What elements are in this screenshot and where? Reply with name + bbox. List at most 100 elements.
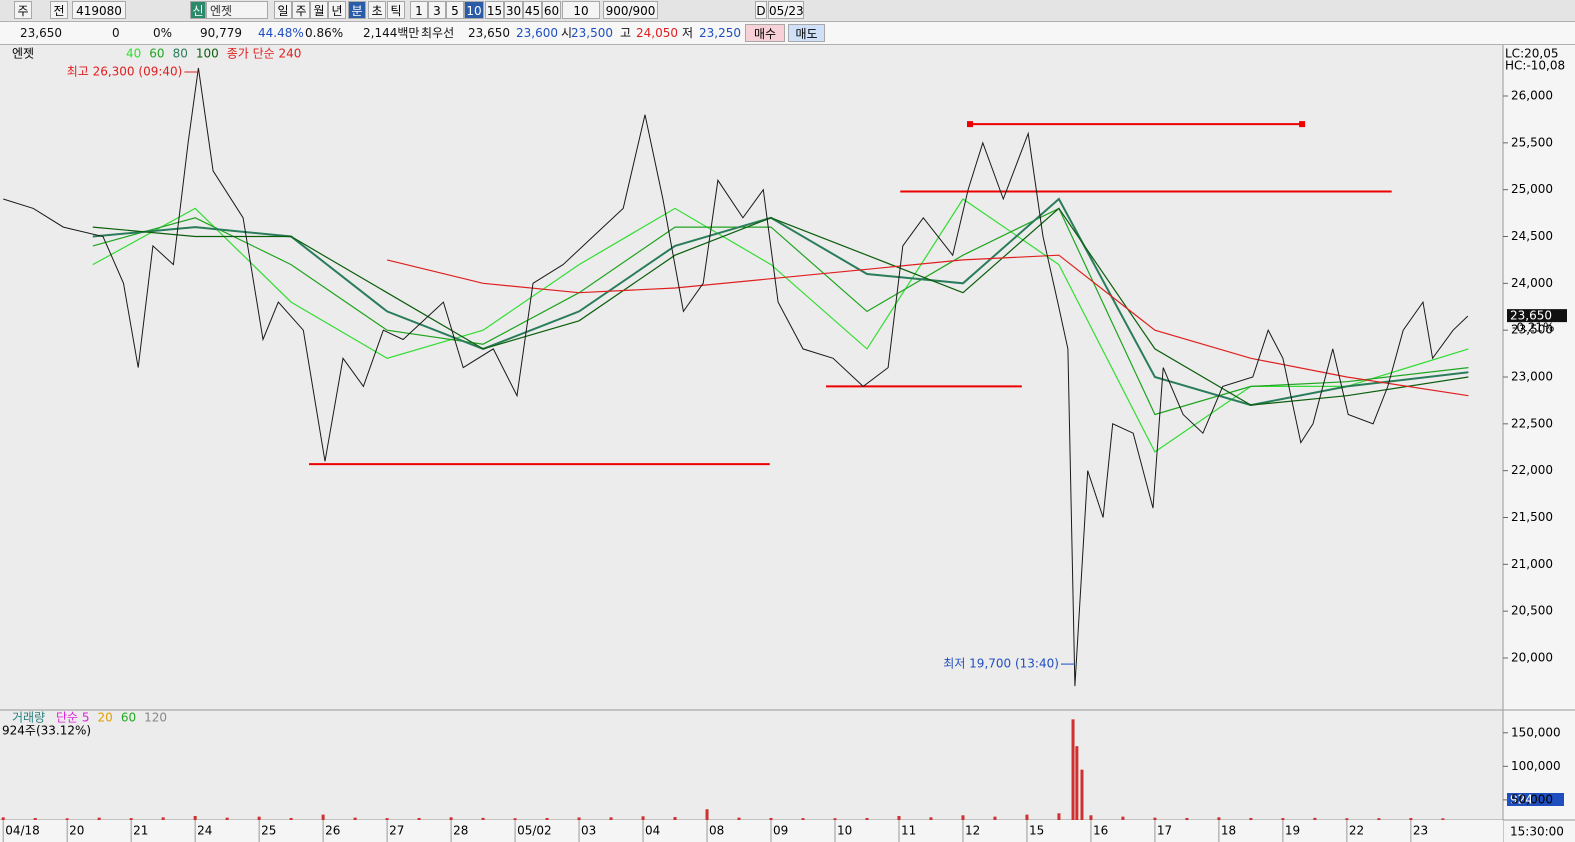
volume-bar: [1080, 769, 1084, 820]
y-tick-label: 23,500: [1511, 323, 1553, 337]
price-tag-label: 23,650: [1510, 309, 1552, 323]
toolbar-button[interactable]: 900/900: [603, 1, 658, 19]
volume-bar: [1217, 817, 1221, 820]
toolbar-button[interactable]: 월: [310, 1, 328, 19]
toolbar-button[interactable]: 60: [542, 1, 561, 19]
x-tick-label: 08: [709, 824, 724, 838]
volume-bar: [737, 817, 741, 820]
legend-item: 60: [149, 47, 164, 61]
toolbar-button[interactable]: 3: [428, 1, 446, 19]
x-tick-label: 26: [325, 824, 340, 838]
volume-bar: [961, 815, 965, 820]
volume-bar: [705, 809, 709, 820]
volume-bar: [1057, 813, 1061, 820]
info-text: 23,250: [699, 26, 741, 40]
info-text: 0: [112, 26, 120, 40]
sell-button[interactable]: 매도: [788, 24, 825, 42]
volume-bar: [1281, 818, 1285, 820]
volume-bar: [1345, 818, 1349, 820]
volume-bar: [321, 814, 325, 820]
volume-bar: [513, 818, 517, 820]
x-tick-label: 05/02: [517, 824, 552, 838]
volume-tag-label: 924: [1510, 793, 1533, 807]
x-tick-label: 09: [773, 824, 788, 838]
info-text: 23,500: [571, 26, 613, 40]
volume-bar: [929, 817, 933, 820]
toolbar-button[interactable]: D: [755, 1, 767, 19]
x-tick-label: 15: [1029, 824, 1044, 838]
toolbar-button[interactable]: 년: [328, 1, 346, 19]
volume-bar: [1153, 817, 1157, 820]
x-tick-label: 04: [645, 824, 660, 838]
axis-panel: [1503, 45, 1575, 842]
toolbar-button[interactable]: 주: [14, 1, 32, 19]
volume-bar: [1025, 814, 1029, 820]
price-panel: [0, 45, 1503, 710]
volume-legend: 20: [98, 711, 113, 725]
volume-bar: [1075, 746, 1079, 820]
toolbar-button[interactable]: 일: [274, 1, 292, 19]
toolbar-button[interactable]: 초: [368, 1, 386, 19]
toolbar-button[interactable]: 틱: [387, 1, 405, 19]
toolbar-button[interactable]: 30: [504, 1, 523, 19]
info-text: 시: [561, 26, 573, 40]
volume-bar: [193, 815, 197, 820]
x-tick-label: 03: [581, 824, 596, 838]
volume-bar: [33, 817, 37, 820]
legend-item: 80: [173, 47, 188, 61]
volume-bar: [1409, 818, 1413, 820]
volume-bar: [449, 817, 453, 820]
x-tick-label: 04/18: [5, 824, 40, 838]
volume-legend: 단순 5: [56, 711, 90, 725]
volume-panel: [0, 711, 1503, 820]
toolbar-button[interactable]: 15: [485, 1, 504, 19]
toolbar-button[interactable]: 1: [410, 1, 428, 19]
legend-item: 100: [196, 47, 219, 61]
ma-line: [92, 198, 1469, 453]
volume-bar: [289, 817, 293, 820]
price-tag: [1507, 309, 1567, 323]
volume-legend: 60: [121, 711, 136, 725]
toolbar-button[interactable]: 엔젯: [206, 1, 268, 19]
toolbar-button[interactable]: 419080: [72, 1, 126, 19]
time-label: 15:30:00: [1510, 825, 1564, 839]
low-label: 최저 19,700 (13:40): [943, 657, 1059, 671]
volume-bar: [225, 817, 229, 820]
toolbar-button[interactable]: 10: [464, 1, 484, 19]
y-tick-label: 21,500: [1511, 510, 1553, 524]
volume-legend: 120: [144, 711, 167, 725]
volume-bar: [545, 817, 549, 820]
x-tick-label: 23: [1413, 824, 1428, 838]
volume-bar: [97, 817, 101, 820]
toolbar-button[interactable]: 전: [50, 1, 68, 19]
price-change: -0.21%: [1512, 321, 1554, 335]
toolbar-button[interactable]: 분: [348, 1, 366, 19]
x-tick-label: 17: [1157, 824, 1172, 838]
legend-item: 종가 단순 240: [227, 47, 302, 61]
toolbar-button[interactable]: 5: [446, 1, 464, 19]
toolbar-button[interactable]: 45: [523, 1, 542, 19]
volume-bar: [1, 817, 5, 820]
x-tick-label: 22: [1349, 824, 1364, 838]
buy-button[interactable]: 매수: [745, 24, 785, 42]
x-tick-label: 21: [133, 824, 148, 838]
volume-tick-label: 50,000: [1511, 792, 1553, 806]
level-handle: [967, 121, 974, 128]
volume-bar: [1377, 818, 1381, 820]
volume-bar: [801, 818, 805, 820]
volume-bar: [609, 817, 613, 820]
x-tick-label: 27: [389, 824, 404, 838]
volume-title: 거래량: [12, 711, 45, 725]
volume-tag: [1507, 793, 1564, 806]
toolbar-button[interactable]: 주: [292, 1, 310, 19]
toolbar-button[interactable]: 05/23: [768, 1, 804, 19]
y-tick-label: 20,000: [1511, 650, 1553, 664]
toolbar-button[interactable]: 10: [562, 1, 600, 19]
toolbar-button[interactable]: 신: [190, 1, 206, 19]
y-tick-label: 22,500: [1511, 416, 1553, 430]
high-label: 최고 26,300 (09:40): [67, 65, 183, 79]
volume-bar: [1249, 817, 1253, 820]
y-tick-label: 20,500: [1511, 604, 1553, 618]
